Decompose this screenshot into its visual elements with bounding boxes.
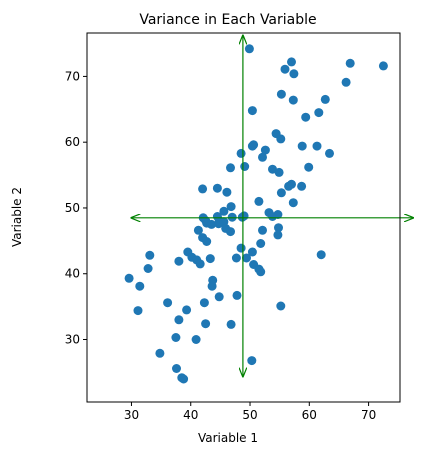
y-tick-label: 60 (65, 135, 80, 149)
data-point (247, 356, 257, 366)
x-tick-label: 40 (183, 408, 198, 422)
data-point (199, 298, 209, 308)
data-point (232, 290, 242, 300)
y-tick-label: 40 (65, 267, 80, 281)
x-tick-label: 50 (242, 408, 257, 422)
data-point (207, 219, 216, 229)
data-point (226, 202, 236, 212)
data-point (314, 108, 324, 118)
data-point (320, 94, 330, 104)
plot-frame (86, 32, 401, 403)
x-tick-label: 30 (124, 408, 139, 422)
data-point (287, 57, 296, 67)
data-point (276, 134, 286, 144)
data-point (212, 183, 222, 193)
data-point (182, 305, 192, 315)
data-point (222, 187, 232, 197)
data-point (201, 319, 211, 329)
data-point (274, 223, 283, 233)
x-axis-label: Variable 1 (198, 431, 258, 445)
y-tick-label: 30 (65, 333, 80, 347)
data-point (236, 243, 246, 253)
data-point (289, 69, 299, 79)
data-point (155, 348, 165, 358)
data-point (288, 95, 298, 105)
data-point (256, 239, 266, 248)
data-point (301, 112, 311, 122)
data-point (247, 141, 257, 151)
data-point (214, 292, 224, 302)
data-point (280, 64, 290, 74)
data-point (297, 181, 307, 191)
x-tick-label: 70 (361, 408, 376, 422)
data-point (143, 264, 153, 273)
data-point (258, 225, 267, 235)
data-point (179, 374, 189, 384)
data-point (258, 152, 267, 162)
data-point (254, 196, 264, 206)
data-point (312, 141, 322, 151)
data-point (124, 273, 134, 283)
y-tick-label: 70 (65, 69, 80, 83)
data-point (226, 227, 235, 237)
data-point (231, 253, 241, 263)
x-tick-label: 60 (302, 408, 317, 422)
data-point (260, 145, 270, 155)
data-point (276, 188, 286, 198)
data-point (345, 58, 355, 68)
data-point (195, 259, 205, 269)
data-point (174, 256, 184, 266)
data-point (268, 212, 277, 221)
data-point (247, 106, 257, 116)
data-point (198, 184, 208, 194)
data-point (378, 61, 388, 71)
data-point (288, 198, 298, 208)
data-point (163, 298, 173, 308)
data-point (274, 167, 284, 177)
y-axis-label: Variable 2 (10, 187, 24, 247)
data-point (316, 250, 326, 260)
data-point (239, 211, 249, 221)
data-point (244, 44, 254, 54)
variance-arrows (131, 36, 413, 377)
data-points (124, 44, 388, 384)
data-point (135, 281, 145, 291)
data-point (191, 335, 201, 344)
data-point (133, 306, 143, 316)
data-point (205, 254, 215, 264)
data-point (325, 148, 334, 158)
y-tick-label: 50 (65, 201, 80, 215)
data-point (297, 141, 307, 151)
data-point (227, 212, 237, 222)
data-point (276, 301, 286, 311)
data-point (207, 281, 217, 291)
data-point (145, 250, 155, 260)
data-point (304, 162, 314, 172)
chart-title: Variance in Each Variable (139, 12, 316, 28)
data-point (247, 247, 257, 257)
data-point (236, 148, 246, 158)
data-point (341, 77, 351, 87)
data-point (226, 319, 236, 329)
data-point (276, 89, 286, 99)
data-point (171, 333, 181, 342)
data-point (226, 163, 235, 173)
data-point (172, 364, 181, 373)
axis-ticks: 30 40 50 60 70 30 40 50 60 70 (65, 69, 377, 422)
data-point (284, 181, 294, 191)
data-point (240, 162, 250, 171)
data-point (273, 230, 283, 240)
data-point (193, 225, 203, 235)
data-point (256, 267, 266, 277)
data-point (202, 237, 212, 246)
data-point (219, 206, 229, 216)
data-point (174, 315, 184, 325)
